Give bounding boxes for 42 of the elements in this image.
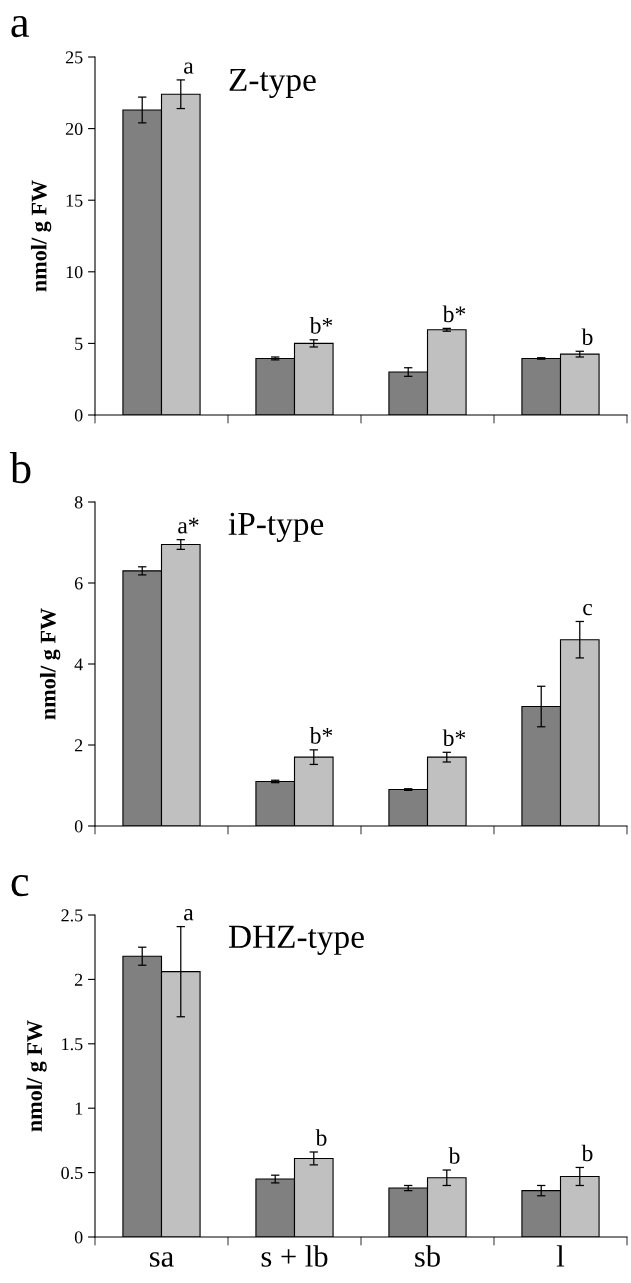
chart-title: c	[11, 874, 29, 897]
annotation: a	[184, 62, 194, 74]
annotation: b	[581, 1144, 593, 1162]
annotation: b*	[309, 317, 333, 334]
y-axis-title: nmol/ g FW	[30, 180, 52, 292]
y-tick-label: 1.5	[62, 1038, 83, 1051]
annotation: c	[583, 603, 593, 616]
annotation: a	[184, 909, 194, 921]
annotation: iP-type	[228, 512, 324, 542]
y-tick-label: 4	[74, 658, 83, 671]
x-tick-label: s + lb	[261, 1245, 328, 1267]
annotation: Z-type	[229, 68, 316, 98]
annotation: b*	[442, 729, 466, 747]
y-tick-label: 20	[65, 122, 83, 136]
y-tick-label: 15	[66, 194, 83, 207]
y-tick-label: 6	[74, 577, 83, 590]
annotation: b*	[309, 727, 333, 744]
annotation: DHZ-type	[228, 925, 364, 955]
y-tick-label: 0	[74, 820, 83, 833]
y-axis-title: nmol/ g FW	[39, 608, 61, 720]
x-tick-label: sa	[150, 1252, 174, 1267]
x-tick-label: sb	[415, 1245, 440, 1267]
annotation: b	[448, 1147, 460, 1164]
y-tick-label: 2.5	[61, 909, 83, 922]
y-tick-label: 8	[74, 496, 83, 509]
y-tick-label: 0.5	[61, 1166, 83, 1180]
y-axis-title: nmol/ g FW	[26, 1020, 47, 1132]
y-tick-label: 2	[74, 973, 83, 986]
x-tick-label: l	[556, 1245, 565, 1267]
annotation: b	[581, 328, 593, 346]
y-tick-label: 25	[65, 51, 83, 64]
y-tick-label: 0	[74, 409, 83, 422]
annotation: b	[315, 1129, 327, 1146]
y-tick-label: 10	[66, 266, 83, 279]
y-tick-label: 5	[75, 337, 83, 350]
y-tick-label: 2	[74, 739, 83, 752]
y-tick-label: 0	[74, 1231, 83, 1244]
chart-title: a	[11, 15, 29, 38]
chart-title: b	[9, 451, 31, 484]
annotation: a*	[178, 517, 199, 534]
y-tick-label: 1	[75, 1102, 83, 1115]
annotation: b*	[442, 305, 466, 323]
